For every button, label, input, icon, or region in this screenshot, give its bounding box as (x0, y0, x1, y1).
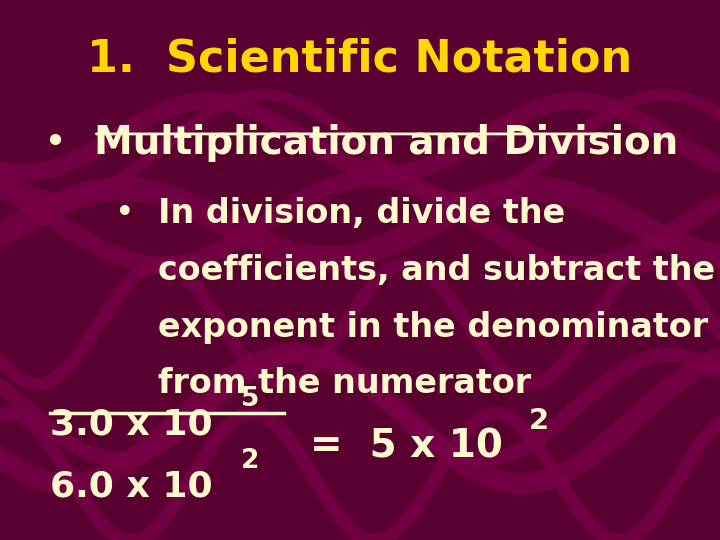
Text: =  5 x 10: = 5 x 10 (310, 428, 503, 466)
Text: exponent in the denominator: exponent in the denominator (158, 310, 708, 343)
Text: Multiplication and Division: Multiplication and Division (94, 124, 678, 162)
Text: •: • (115, 197, 135, 230)
Text: 3.0 x 10: 3.0 x 10 (50, 408, 213, 442)
Text: 2: 2 (241, 448, 260, 474)
Text: In division, divide the: In division, divide the (158, 197, 566, 230)
Text: 5: 5 (241, 386, 260, 412)
Text: •: • (43, 124, 66, 162)
Text: coefficients, and subtract the: coefficients, and subtract the (158, 254, 716, 287)
Text: 1.  Scientific Notation: 1. Scientific Notation (87, 38, 633, 81)
Text: from the numerator: from the numerator (158, 367, 531, 400)
Text: 6.0 x 10: 6.0 x 10 (50, 470, 213, 504)
Text: 2: 2 (529, 407, 549, 435)
